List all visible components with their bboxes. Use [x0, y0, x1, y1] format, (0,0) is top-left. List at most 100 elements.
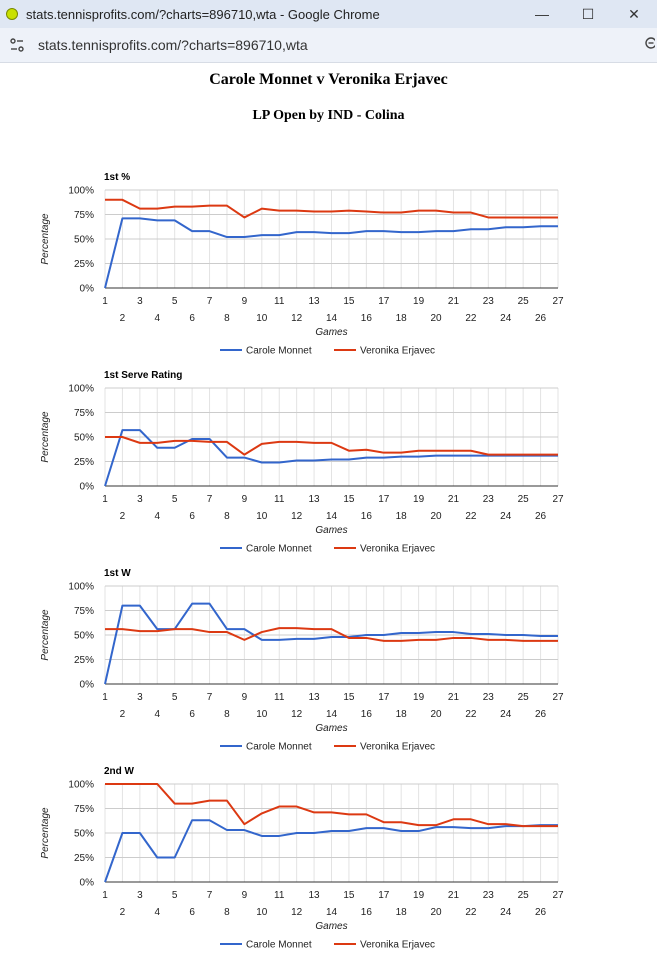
x-tick-label: 5	[172, 692, 178, 703]
site-info-icon[interactable]	[8, 36, 26, 54]
x-tick-label: 20	[430, 511, 442, 522]
x-tick-label: 17	[378, 494, 390, 505]
x-tick-label: 23	[483, 692, 495, 703]
x-tick-label: 2	[120, 709, 126, 720]
x-axis-label: Games	[315, 327, 347, 338]
legend-label: Carole Monnet	[246, 940, 312, 951]
x-tick-label: 10	[256, 313, 268, 324]
y-tick-label: 100%	[68, 384, 94, 395]
maximize-button[interactable]: ☐	[581, 5, 595, 22]
x-tick-label: 1	[102, 692, 108, 703]
x-tick-label: 27	[552, 296, 564, 307]
x-tick-label: 9	[242, 692, 248, 703]
match-title: Carole Monnet v Veronika Erjavec	[209, 71, 448, 88]
x-tick-label: 6	[189, 511, 195, 522]
event-title: LP Open by IND - Colina	[252, 108, 405, 123]
series-line-veronika-erjavec	[105, 627, 558, 642]
x-tick-label: 7	[207, 494, 213, 505]
x-axis-label: Games	[315, 525, 347, 536]
x-tick-label: 8	[224, 907, 230, 918]
y-axis-label: Percentage	[40, 411, 51, 463]
x-tick-label: 1	[102, 890, 108, 901]
x-tick-label: 25	[518, 890, 530, 901]
browser-title-bar: stats.tennisprofits.com/?charts=896710,w…	[0, 0, 657, 28]
minimize-button[interactable]: —	[535, 6, 549, 22]
x-tick-label: 16	[361, 313, 373, 324]
x-tick-label: 3	[137, 296, 143, 307]
x-tick-label: 11	[274, 692, 285, 703]
y-tick-label: 25%	[74, 457, 94, 468]
chart-1st-percent: 1st % 0% 25% 50% 75% 100% 1 2 3 4 5 6 7 8 9 10 11 12 13 14 1…	[0, 168, 657, 366]
x-tick-label: 14	[326, 511, 338, 522]
legend-label: Carole Monnet	[246, 544, 312, 555]
legend-label: Carole Monnet	[246, 742, 312, 753]
x-tick-label: 27	[552, 692, 564, 703]
x-tick-label: 3	[137, 890, 143, 901]
x-tick-label: 2	[120, 907, 126, 918]
chart-title: 1st Serve Rating	[104, 370, 182, 381]
x-tick-label: 6	[189, 907, 195, 918]
y-tick-label: 75%	[74, 210, 94, 221]
x-tick-label: 1	[102, 494, 108, 505]
legend-label: Carole Monnet	[246, 346, 312, 357]
chart-1st-w: 1st W 0% 25% 50% 75% 100% 1 2 3 4 5 6 7 8 9 10 11 12 13 14 1…	[0, 564, 657, 762]
x-tick-label: 12	[291, 709, 303, 720]
y-tick-label: 25%	[74, 655, 94, 666]
x-tick-label: 20	[430, 907, 442, 918]
x-tick-label: 4	[154, 907, 160, 918]
x-tick-label: 25	[518, 494, 530, 505]
x-tick-label: 4	[154, 313, 160, 324]
y-tick-label: 0%	[80, 680, 95, 691]
x-tick-label: 20	[430, 709, 442, 720]
x-tick-label: 19	[413, 890, 425, 901]
y-tick-label: 50%	[74, 433, 94, 444]
x-tick-label: 24	[500, 313, 512, 324]
zoom-icon[interactable]	[643, 37, 657, 56]
legend-label: Veronika Erjavec	[360, 346, 435, 357]
x-tick-label: 20	[430, 313, 442, 324]
y-tick-label: 50%	[74, 829, 94, 840]
chart-title: 2nd W	[104, 766, 135, 777]
y-axis-label: Percentage	[40, 609, 51, 661]
address-bar[interactable]: stats.tennisprofits.com/?charts=896710,w…	[0, 28, 657, 63]
x-tick-label: 4	[154, 709, 160, 720]
close-button[interactable]: ✕	[628, 5, 640, 22]
y-tick-label: 75%	[74, 408, 94, 419]
x-tick-label: 19	[413, 494, 425, 505]
x-tick-label: 24	[500, 511, 512, 522]
x-tick-label: 8	[224, 511, 230, 522]
x-tick-label: 2	[120, 511, 126, 522]
x-tick-label: 9	[242, 494, 248, 505]
chart-title: 1st %	[104, 172, 130, 183]
y-tick-label: 0%	[80, 878, 95, 889]
x-tick-label: 22	[465, 907, 477, 918]
x-tick-label: 21	[448, 296, 460, 307]
x-tick-label: 13	[309, 890, 321, 901]
x-tick-label: 24	[500, 709, 512, 720]
series-line-carole-monnet	[104, 217, 558, 289]
x-tick-label: 12	[291, 511, 303, 522]
x-tick-label: 22	[465, 709, 477, 720]
x-tick-label: 21	[448, 890, 460, 901]
x-tick-label: 16	[361, 709, 373, 720]
x-tick-label: 27	[552, 494, 564, 505]
chart-title: 1st W	[104, 568, 131, 579]
x-tick-label: 5	[172, 890, 178, 901]
x-tick-label: 24	[500, 907, 512, 918]
x-tick-label: 10	[256, 511, 268, 522]
y-tick-label: 50%	[74, 631, 94, 642]
x-tick-label: 13	[309, 296, 321, 307]
x-tick-label: 11	[274, 890, 285, 901]
x-tick-label: 18	[396, 907, 408, 918]
x-tick-label: 4	[154, 511, 160, 522]
x-tick-label: 18	[396, 709, 408, 720]
x-tick-label: 12	[291, 907, 303, 918]
x-tick-label: 10	[256, 907, 268, 918]
x-tick-label: 14	[326, 313, 338, 324]
window-title: stats.tennisprofits.com/?charts=896710,w…	[26, 6, 380, 22]
url-field[interactable]: stats.tennisprofits.com/?charts=896710,w…	[38, 37, 308, 53]
y-tick-label: 0%	[80, 284, 95, 295]
x-tick-label: 15	[343, 692, 355, 703]
favicon-icon	[6, 8, 18, 20]
x-tick-label: 11	[274, 296, 285, 307]
